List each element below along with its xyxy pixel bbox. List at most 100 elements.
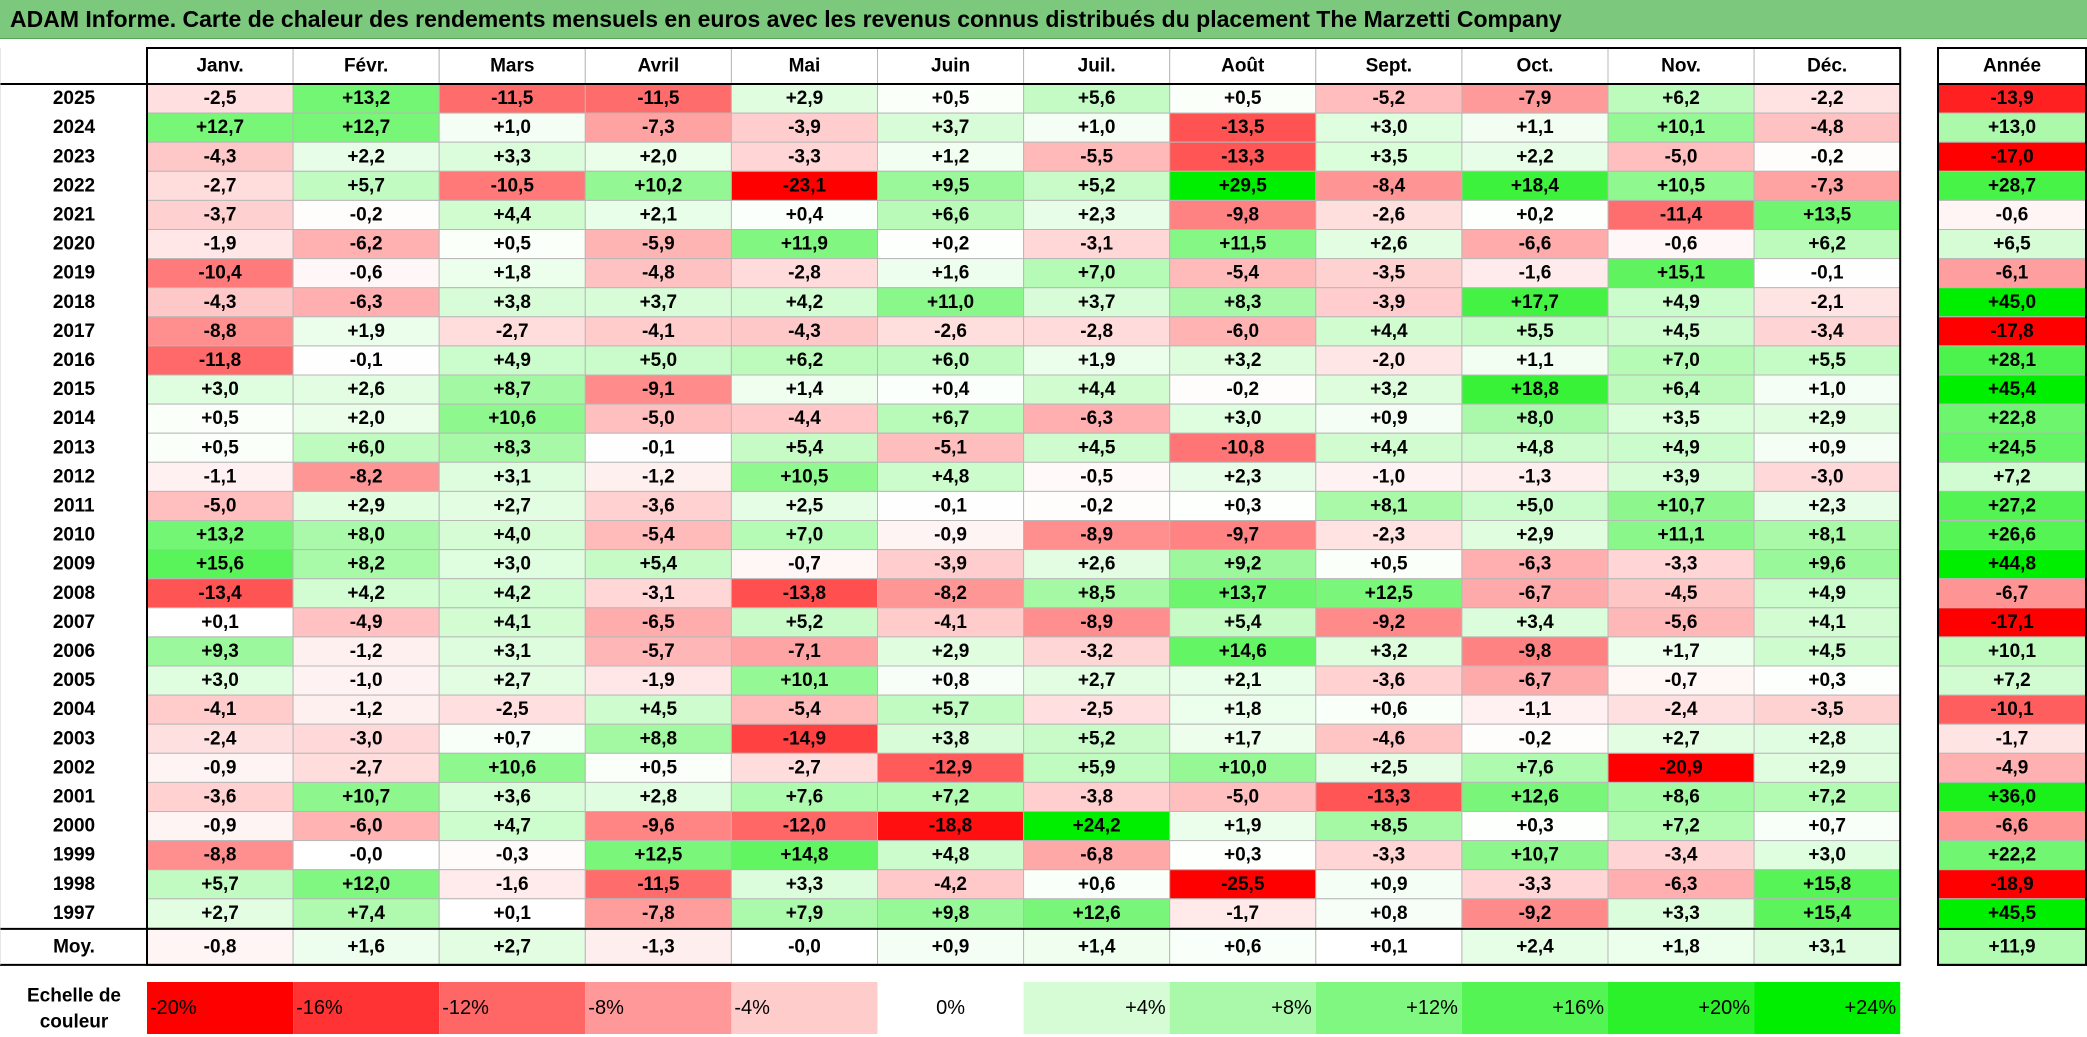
heatmap-cell-value: +12,7 (196, 117, 244, 138)
heatmap-cell (438, 520, 586, 551)
heatmap-cell-value: -5,4 (1226, 263, 1259, 284)
heatmap-cell (146, 723, 294, 754)
heatmap-cell-value: +5,7 (932, 699, 970, 720)
heatmap-cell-value: -8,8 (204, 321, 237, 342)
heatmap-cell-value: +1,7 (1224, 728, 1262, 749)
row-year-label: 2016 (53, 350, 95, 371)
scale-swatch (1315, 982, 1462, 1034)
heatmap-cell-value: +10,7 (1657, 495, 1705, 516)
heatmap-cell (1607, 316, 1755, 347)
heatmap-cell-value: -1,6 (496, 874, 529, 895)
heatmap-cell-value: +2,9 (347, 495, 385, 516)
heatmap-cell-value: -5,0 (204, 495, 237, 516)
heatmap-cell-value: +1,4 (786, 379, 824, 400)
heatmap-cell (1607, 170, 1755, 201)
average-cell-value: +2,4 (1516, 936, 1554, 957)
row-year-label: 2015 (53, 379, 96, 400)
heatmap-cell-value: +4,9 (1662, 437, 1700, 458)
average-cell (1753, 928, 1901, 966)
column-header-label: Juin (931, 56, 970, 77)
heatmap-cell (1023, 316, 1171, 347)
scale-swatch-label: -20% (150, 997, 197, 1019)
heatmap-cell (584, 141, 732, 172)
heatmap-cell-value: -3,7 (204, 204, 237, 225)
heatmap-cell (730, 840, 879, 871)
heatmap-cell (146, 520, 294, 551)
heatmap-cell-value: -3,6 (1372, 670, 1405, 691)
heatmap-cell (1607, 781, 1755, 813)
heatmap-cell-value: +1,0 (1078, 117, 1116, 138)
heatmap-cell (1023, 229, 1171, 260)
heatmap-cell-value: +2,9 (932, 641, 970, 662)
heatmap-cell (292, 869, 440, 900)
heatmap-cell-value: -2,4 (204, 728, 237, 749)
heatmap-cell (730, 432, 879, 463)
heatmap-cell-value: -5,0 (1226, 786, 1259, 807)
heatmap-cell (877, 840, 1025, 871)
heatmap-cell-value: +0,5 (201, 408, 239, 429)
annual-cell-value: +7,2 (1993, 670, 2031, 691)
heatmap-cell-value: +2,6 (1078, 554, 1116, 575)
heatmap-cell (1169, 170, 1317, 201)
heatmap-cell-value: -6,0 (1226, 321, 1259, 342)
heatmap-cell-value: +1,6 (932, 263, 970, 284)
heatmap-cell (292, 199, 440, 230)
heatmap-cell (1607, 141, 1755, 172)
heatmap-cell (584, 374, 732, 405)
annual-cell-value: +28,1 (1988, 350, 2037, 371)
heatmap-cell (1315, 694, 1463, 725)
column-header-cell (1461, 47, 1609, 85)
heatmap-cell-value: +18,8 (1511, 379, 1559, 400)
heatmap-cell (1753, 403, 1901, 434)
heatmap-cell-value: -23,1 (783, 175, 827, 196)
heatmap-cell (1169, 578, 1317, 609)
heatmap-cell-value: -9,8 (1226, 204, 1259, 225)
heatmap-cell-value: +4,2 (347, 583, 385, 604)
heatmap-cell (438, 112, 586, 143)
heatmap-cell (438, 403, 586, 434)
heatmap-cell-value: +2,7 (201, 903, 239, 924)
average-cell (1169, 928, 1317, 966)
heatmap-cell (1753, 316, 1901, 347)
heatmap-cell-value: +10,7 (1511, 845, 1559, 866)
heatmap-cell-value: -0,9 (204, 816, 237, 837)
row-year-label: 2003 (53, 728, 95, 749)
heatmap-cell (1753, 229, 1901, 260)
heatmap-cell-value: -5,9 (642, 234, 675, 255)
heatmap-cell (1607, 345, 1755, 376)
heatmap-cell-value: +8,7 (493, 379, 531, 400)
heatmap-cell-value: +4,5 (640, 699, 678, 720)
scale-swatch-label: +24% (1844, 997, 1896, 1019)
heatmap-cell-value: +4,5 (1662, 321, 1700, 342)
heatmap-cell-value: +11,1 (1658, 525, 1705, 546)
heatmap-cell-value: -3,5 (1811, 699, 1844, 720)
heatmap-cell-value: -0,2 (1811, 146, 1844, 167)
heatmap-cell-value: -3,2 (1080, 641, 1113, 662)
heatmap-cell (292, 287, 440, 318)
heatmap-cell (1461, 83, 1609, 114)
scale-swatch-label: +20% (1698, 997, 1750, 1019)
heatmap-cell-value: +0,3 (1516, 816, 1554, 837)
heatmap-cell-value: -0,9 (934, 525, 967, 546)
heatmap-cell (1753, 694, 1901, 725)
heatmap-cell (584, 898, 732, 929)
heatmap-cell (1461, 549, 1609, 580)
heatmap-cell-value: -7,3 (642, 117, 675, 138)
heatmap-cell-value: -5,6 (1665, 612, 1698, 633)
annual-cell-value: +45,0 (1988, 292, 2036, 313)
heatmap-cell-value: -1,9 (204, 234, 237, 255)
heatmap-cell-value: +0,8 (1370, 903, 1408, 924)
heatmap-cell (146, 229, 294, 260)
heatmap-cell (1461, 432, 1609, 463)
heatmap-cell-value: +4,5 (1808, 641, 1846, 662)
heatmap-cell (1315, 374, 1463, 405)
heatmap-cell-value: -6,3 (1080, 408, 1113, 429)
heatmap-cell (1607, 578, 1755, 609)
heatmap-cell (146, 636, 294, 667)
heatmap-cell (1753, 83, 1901, 114)
heatmap-cell-value: -4,3 (788, 321, 821, 342)
heatmap-cell-value: +6,0 (347, 437, 385, 458)
heatmap-cell (292, 141, 440, 172)
heatmap-cell-value: +2,3 (1224, 466, 1262, 487)
